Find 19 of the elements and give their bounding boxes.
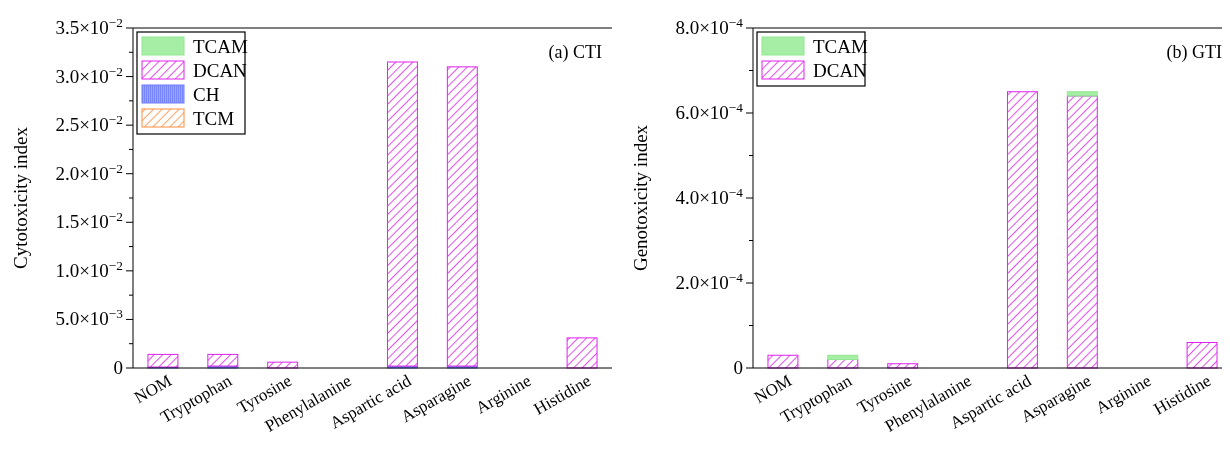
y-tick-label: 3.0×10$^{−2}$ [55,63,123,87]
y-tick-label: 8.0×10$^{−4}$ [675,14,744,38]
y-axis-title: Cytotoxicity index [10,126,31,269]
legend-label: CH [193,84,220,105]
annotation: (a) CTI [548,42,602,63]
y-tick-label: 2.5×10$^{−2}$ [55,111,123,136]
y-tick-label: 4.0×10$^{−4}$ [675,184,744,208]
legend-label: TCM [193,108,235,129]
y-tick-label: 1.0×10$^{−2}$ [55,257,123,281]
annotation: (b) GTI [1166,42,1222,63]
y-tick-label: 0 [113,357,123,378]
y-tick-label: 5.0×10$^{−3}$ [55,305,124,330]
y-tick-label: 0 [733,357,743,378]
y-tick-label: 2.0×10$^{−4}$ [675,269,744,293]
y-axis-title: Genotoxicity index [630,124,651,272]
y-tick-label: 6.0×10$^{−4}$ [675,99,744,123]
y-tick-label: 3.5×10$^{−2}$ [55,14,123,38]
y-tick-label: 2.0×10$^{−2}$ [55,160,123,184]
y-tick-label: 1.5×10$^{−2}$ [55,208,123,233]
